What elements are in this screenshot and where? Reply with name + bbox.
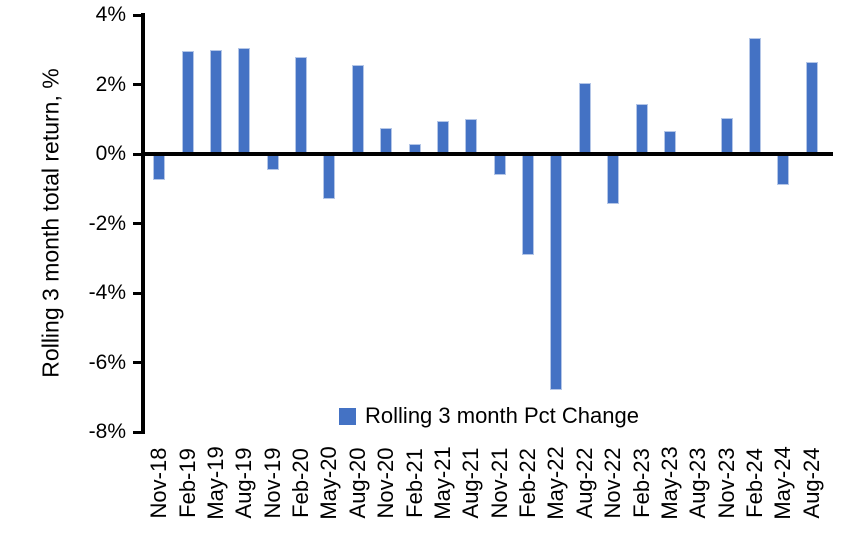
x-tick-label: Feb-21 xyxy=(402,448,427,518)
x-tick-label: Nov-19 xyxy=(260,447,285,519)
y-tick-mark xyxy=(133,153,145,156)
x-tick-label: Aug-20 xyxy=(345,447,370,519)
x-tick-label: Feb-19 xyxy=(175,448,200,518)
x-axis-zero-line xyxy=(145,152,833,156)
y-tick-mark xyxy=(133,222,145,225)
legend-swatch xyxy=(339,407,357,425)
bar xyxy=(607,154,619,204)
bar xyxy=(437,121,449,154)
x-tick-label: Feb-24 xyxy=(742,448,767,518)
y-tick-label: 0% xyxy=(95,142,126,165)
legend-label: Rolling 3 month Pct Change xyxy=(365,403,639,428)
y-tick-label: 4% xyxy=(95,3,126,26)
y-tick-label: -6% xyxy=(88,351,126,374)
x-tick-label: May-22 xyxy=(543,446,568,520)
bar xyxy=(522,154,534,255)
legend: Rolling 3 month Pct Change xyxy=(145,403,833,429)
bar xyxy=(636,104,648,154)
x-tick-label: May-20 xyxy=(316,446,341,520)
y-tick-mark xyxy=(133,292,145,295)
bar xyxy=(323,154,335,199)
bar xyxy=(579,83,591,154)
x-tick-label: Feb-23 xyxy=(629,448,654,518)
x-tick-label: Aug-22 xyxy=(572,447,597,519)
y-tick-label: 2% xyxy=(95,73,126,96)
x-tick-label: Nov-18 xyxy=(146,447,171,519)
bar xyxy=(210,50,222,154)
x-tick-label: Nov-23 xyxy=(714,447,739,519)
bar xyxy=(352,65,364,154)
bar xyxy=(550,154,562,390)
y-tick-mark xyxy=(133,431,145,434)
bar xyxy=(806,62,818,154)
bar xyxy=(182,51,194,154)
x-tick-label: Nov-21 xyxy=(487,447,512,519)
bar xyxy=(721,118,733,154)
y-tick-label: -2% xyxy=(88,212,126,235)
x-tick-label: Feb-20 xyxy=(288,448,313,518)
bar xyxy=(664,131,676,154)
x-tick-label: Aug-21 xyxy=(458,447,483,519)
y-tick-mark xyxy=(133,83,145,86)
y-tick-label: -4% xyxy=(88,281,126,304)
x-tick-label: May-21 xyxy=(430,446,455,520)
bar xyxy=(238,48,250,154)
bar xyxy=(465,119,477,154)
bar xyxy=(380,128,392,154)
x-tick-label: Aug-24 xyxy=(799,447,824,519)
bar xyxy=(749,38,761,154)
y-tick-mark xyxy=(133,361,145,364)
x-tick-label: Feb-22 xyxy=(515,448,540,518)
x-tick-label: May-23 xyxy=(657,446,682,520)
x-tick-label: Nov-22 xyxy=(600,447,625,519)
bar xyxy=(494,154,506,175)
x-tick-label: May-19 xyxy=(203,446,228,520)
x-tick-label: Aug-23 xyxy=(685,447,710,519)
bar xyxy=(295,57,307,154)
y-tick-label: -8% xyxy=(88,420,126,443)
x-tick-label: May-24 xyxy=(770,446,795,520)
bar xyxy=(267,154,279,170)
bar xyxy=(153,154,165,180)
y-tick-mark xyxy=(133,14,145,17)
bar xyxy=(777,154,789,185)
x-tick-label: Aug-19 xyxy=(231,447,256,519)
x-tick-label: Nov-20 xyxy=(373,447,398,519)
